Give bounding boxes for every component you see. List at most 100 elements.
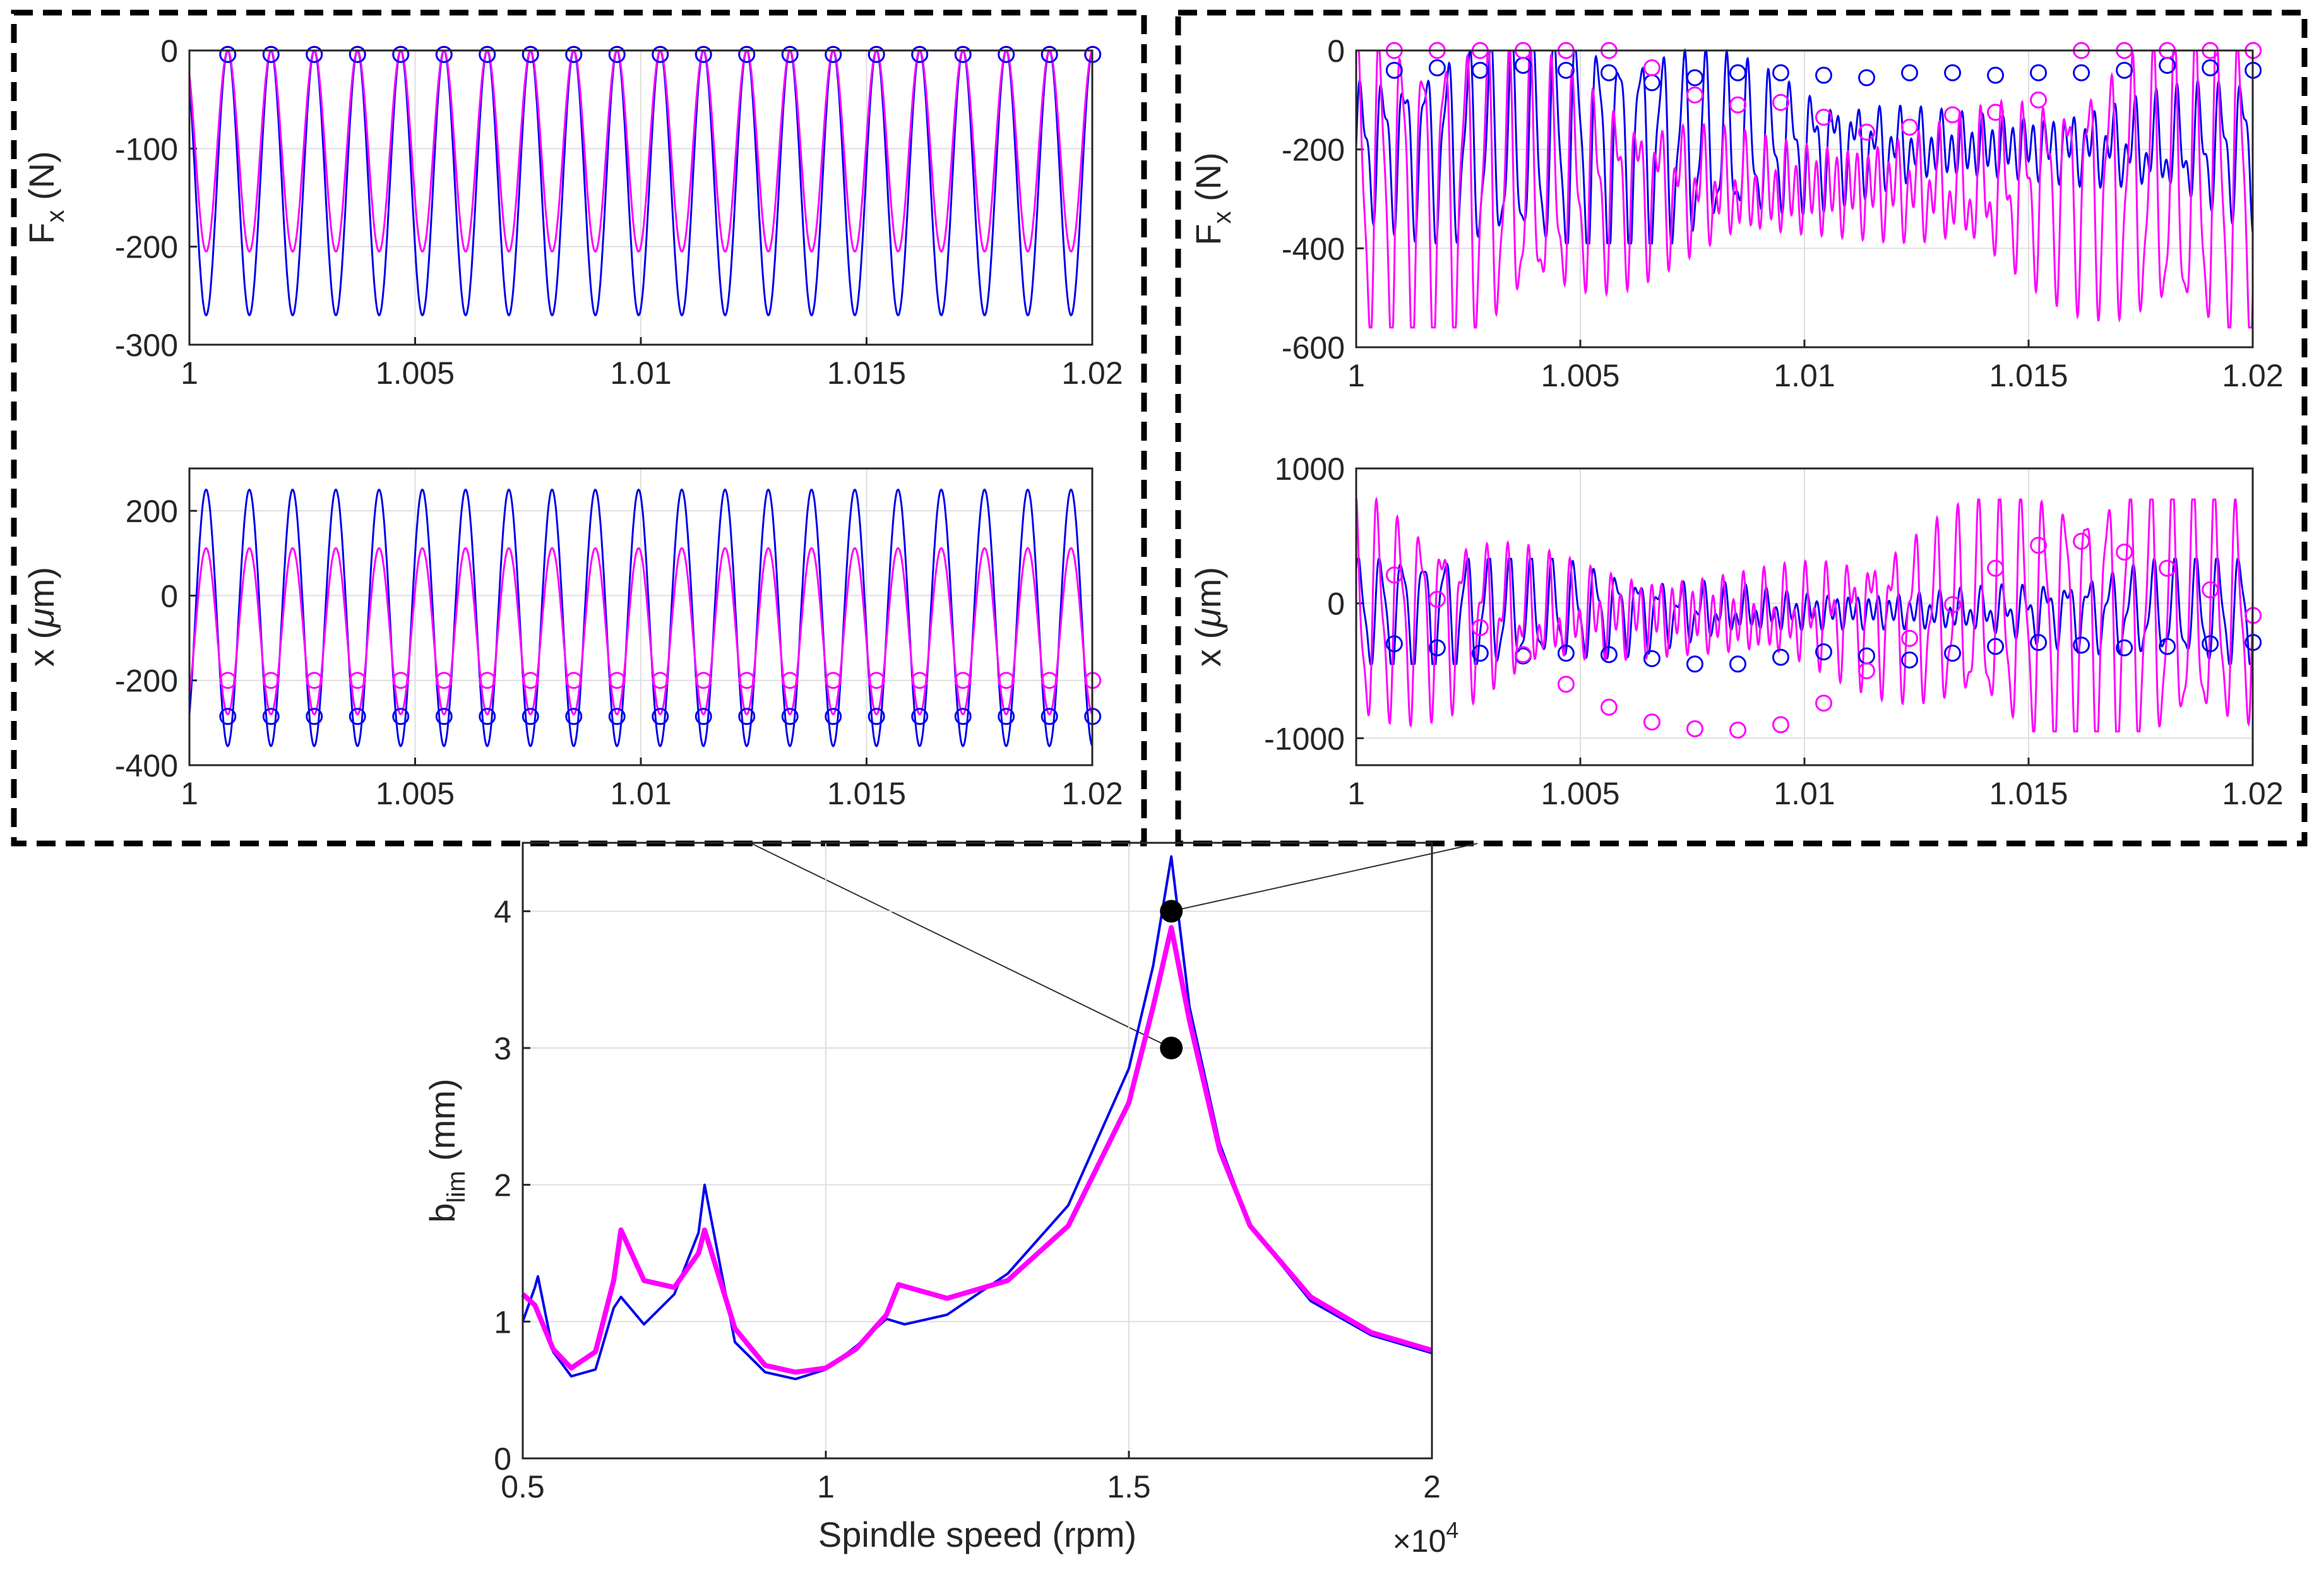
once-per-revolution-sample — [2030, 91, 2048, 109]
blue-stability-lobe-line — [522, 855, 1433, 1381]
y-label-unit: (N) — [1188, 152, 1228, 211]
once-per-revolution-sample — [2159, 638, 2176, 655]
once-per-revolution-sample — [219, 45, 237, 63]
left-force-chart: 1 1.005 1.01 1.015 1.02 -300 -200 -100 0 Fx (N) — [21, 33, 1123, 391]
once-per-revolution-sample — [1815, 66, 1833, 84]
once-per-revolution-sample — [2116, 543, 2133, 561]
once-per-revolution-sample — [1600, 64, 1618, 81]
once-per-revolution-sample — [1815, 643, 1833, 661]
y-label-unit: m) — [21, 567, 61, 608]
once-per-revolution-sample — [219, 672, 237, 689]
y-axis-label: Fx (N) — [21, 151, 69, 244]
y-tick-label: 0 — [1327, 587, 1345, 622]
once-per-revolution-sample — [1987, 104, 2005, 121]
x-exponent-power: 4 — [1446, 1517, 1458, 1543]
once-per-revolution-sample — [1428, 639, 1446, 657]
once-per-revolution-sample — [1040, 45, 1058, 63]
zoom-connectors — [751, 843, 1478, 1049]
y-label-main: x ( — [1188, 628, 1228, 667]
once-per-revolution-sample — [2116, 639, 2133, 657]
test-point-marker — [1160, 1037, 1183, 1059]
right-displacement-chart: 1 1.005 1.01 1.015 1.02 -1000 0 1000 x (μm) — [1188, 451, 2284, 811]
y-axis-label: Fx (N) — [1188, 152, 1236, 246]
once-per-revolution-sample — [349, 672, 366, 689]
once-per-revolution-sample — [1385, 566, 1403, 584]
magenta-time-series-line — [1356, 496, 2254, 733]
once-per-revolution-sample — [2159, 559, 2176, 577]
y-tick-label: -1000 — [1264, 721, 1345, 756]
once-per-revolution-sample — [998, 45, 1015, 63]
once-per-revolution-sample — [262, 672, 280, 689]
left-displacement-chart: 1 1.005 1.01 1.015 1.02 -400 -200 0 200 x (μm) — [21, 467, 1123, 811]
once-per-revolution-sample — [652, 672, 669, 689]
once-per-revolution-sample — [1471, 645, 1489, 662]
right-inset-box — [1175, 9, 2308, 847]
once-per-revolution-sample — [565, 708, 583, 725]
y-label-main: F — [1188, 224, 1228, 246]
y-tick-label: 4 — [494, 894, 511, 929]
x-tick-label: 1.5 — [1107, 1469, 1151, 1504]
once-per-revolution-sample — [2030, 64, 2048, 81]
once-per-revolution-sample — [825, 45, 842, 63]
once-per-revolution-sample — [1772, 64, 1790, 81]
once-per-revolution-sample — [1040, 708, 1058, 725]
once-per-revolution-sample — [1600, 646, 1618, 664]
axes-frame — [1355, 49, 2254, 348]
x-exponent: ×104 — [1393, 1517, 1459, 1559]
once-per-revolution-sample — [1772, 648, 1790, 666]
blue-time-series-line — [188, 49, 1094, 317]
y-label-subscript: x — [42, 210, 69, 223]
once-per-revolution-sample — [522, 672, 539, 689]
x-tick-label: 1.005 — [1541, 776, 1619, 811]
once-per-revolution-sample — [2202, 635, 2219, 653]
once-per-revolution-sample — [608, 708, 626, 725]
once-per-revolution-sample — [954, 672, 972, 689]
y-label-unit: (mm) — [422, 1078, 462, 1170]
y-label-subscript: x — [1208, 211, 1236, 224]
once-per-revolution-sample — [1944, 106, 1962, 124]
connector-right — [1171, 843, 1478, 912]
once-per-revolution-sample — [565, 45, 583, 63]
once-per-revolution-sample — [435, 708, 453, 725]
once-per-revolution-sample — [479, 45, 496, 63]
once-per-revolution-sample — [522, 45, 539, 63]
axes-frame — [522, 842, 1433, 1460]
once-per-revolution-sample — [262, 45, 280, 63]
once-per-revolution-sample — [652, 45, 669, 63]
x-tick-label: 1.02 — [2222, 358, 2283, 393]
y-tick-label: 0 — [1327, 33, 1345, 69]
once-per-revolution-sample — [306, 45, 323, 63]
once-per-revolution-sample — [1385, 635, 1403, 653]
once-per-revolution-sample — [349, 708, 366, 725]
once-per-revolution-sample — [1729, 96, 1746, 114]
y-label-main: b — [422, 1203, 462, 1223]
once-per-revolution-sample — [1471, 61, 1489, 79]
x-tick-label: 1.015 — [1989, 358, 2068, 393]
x-tick-label: 1.01 — [1774, 358, 1835, 393]
once-per-revolution-sample — [1815, 694, 1833, 712]
once-per-revolution-sample — [1729, 721, 1746, 739]
once-per-revolution-sample — [1686, 69, 1703, 86]
once-per-revolution-sample — [479, 708, 496, 725]
once-per-revolution-sample — [867, 672, 885, 689]
x-tick-label: 1 — [1347, 358, 1365, 393]
magenta-time-series-line — [1356, 49, 2254, 329]
once-per-revolution-sample — [219, 708, 237, 725]
once-per-revolution-sample — [306, 672, 323, 689]
once-per-revolution-sample — [1643, 59, 1660, 76]
once-per-revolution-sample — [1557, 61, 1575, 79]
x-axis-label: Spindle speed (rpm) — [818, 1515, 1136, 1554]
x-tick-label: 0.5 — [501, 1469, 545, 1504]
y-tick-label: 2 — [494, 1168, 511, 1203]
x-tick-label: 1.015 — [827, 355, 906, 391]
once-per-revolution-sample — [1557, 676, 1575, 693]
once-per-revolution-sample — [1901, 118, 1919, 136]
y-tick-label: -100 — [115, 131, 178, 167]
once-per-revolution-sample — [1686, 655, 1703, 673]
once-per-revolution-sample — [1514, 646, 1532, 664]
once-per-revolution-sample — [695, 672, 712, 689]
blue-time-series-line — [188, 488, 1094, 747]
x-tick-label: 1.015 — [1989, 776, 2068, 811]
